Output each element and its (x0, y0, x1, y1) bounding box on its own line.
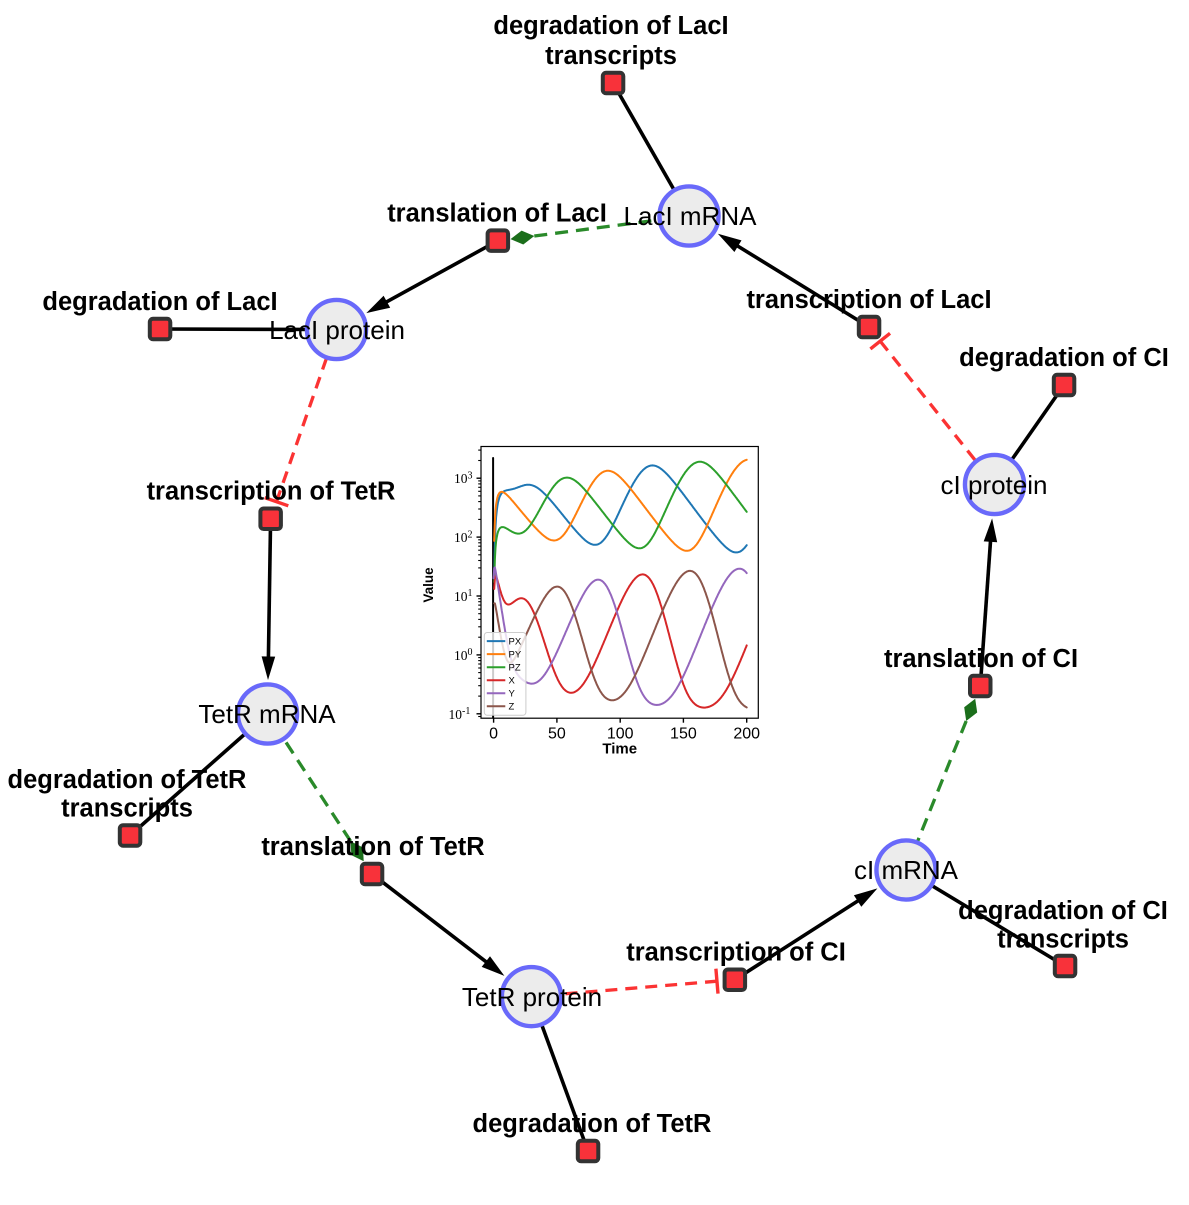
svg-text:degradation of LacI: degradation of LacI (493, 12, 728, 40)
svg-text:degradation of TetR: degradation of TetR (473, 1110, 712, 1138)
svg-text:Time: Time (602, 741, 637, 758)
svg-text:100: 100 (607, 726, 634, 743)
svg-text:Z: Z (509, 702, 515, 713)
svg-text:transcripts: transcripts (61, 795, 193, 823)
svg-text:Value: Value (421, 567, 436, 603)
svg-text:200: 200 (733, 726, 760, 743)
svg-text:transcription of LacI: transcription of LacI (746, 286, 991, 314)
svg-text:cI protein: cI protein (941, 470, 1048, 500)
svg-text:PZ: PZ (509, 663, 521, 674)
svg-text:X: X (509, 676, 516, 687)
svg-text:PY: PY (509, 650, 522, 661)
svg-text:150: 150 (670, 726, 697, 743)
svg-text:degradation of CI: degradation of CI (958, 897, 1168, 925)
svg-text:transcription of CI: transcription of CI (626, 939, 846, 967)
svg-text:transcripts: transcripts (545, 42, 677, 70)
svg-text:cI mRNA: cI mRNA (854, 855, 959, 885)
svg-text:translation of TetR: translation of TetR (261, 833, 484, 861)
svg-text:LacI mRNA: LacI mRNA (624, 201, 758, 231)
svg-text:degradation of TetR: degradation of TetR (8, 766, 247, 794)
svg-text:LacI protein: LacI protein (269, 315, 405, 345)
svg-text:TetR protein: TetR protein (462, 982, 602, 1012)
svg-text:translation of CI: translation of CI (884, 645, 1078, 673)
svg-text:Y: Y (509, 689, 516, 700)
svg-text:0: 0 (489, 726, 498, 743)
svg-text:TetR mRNA: TetR mRNA (198, 699, 336, 729)
svg-text:50: 50 (548, 726, 566, 743)
svg-text:transcripts: transcripts (997, 926, 1129, 954)
svg-text:PX: PX (509, 637, 522, 648)
svg-text:transcription of TetR: transcription of TetR (147, 478, 396, 506)
svg-text:translation of LacI: translation of LacI (387, 200, 607, 228)
svg-text:degradation of CI: degradation of CI (959, 344, 1169, 372)
svg-text:degradation of LacI: degradation of LacI (42, 288, 277, 316)
